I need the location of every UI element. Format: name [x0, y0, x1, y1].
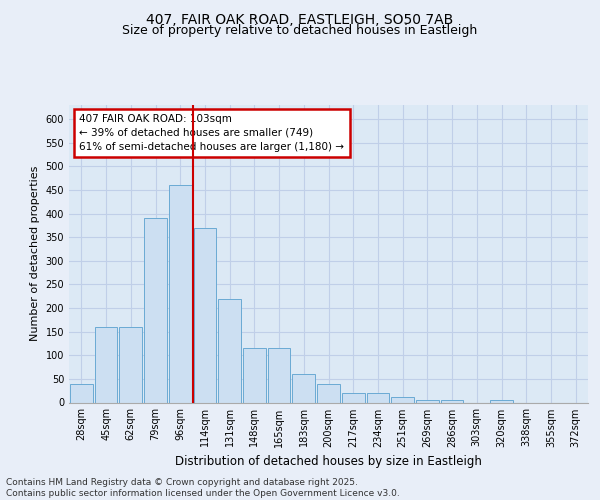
- Bar: [342, 393, 365, 402]
- Bar: [317, 384, 340, 402]
- Text: Contains HM Land Registry data © Crown copyright and database right 2025.
Contai: Contains HM Land Registry data © Crown c…: [6, 478, 400, 498]
- Bar: [268, 348, 290, 403]
- Bar: [416, 400, 439, 402]
- Bar: [441, 400, 463, 402]
- Text: 407 FAIR OAK ROAD: 103sqm
← 39% of detached houses are smaller (749)
61% of semi: 407 FAIR OAK ROAD: 103sqm ← 39% of detac…: [79, 114, 344, 152]
- Text: 407, FAIR OAK ROAD, EASTLEIGH, SO50 7AB: 407, FAIR OAK ROAD, EASTLEIGH, SO50 7AB: [146, 12, 454, 26]
- Bar: [119, 327, 142, 402]
- Bar: [70, 384, 93, 402]
- Text: Size of property relative to detached houses in Eastleigh: Size of property relative to detached ho…: [122, 24, 478, 37]
- Bar: [367, 393, 389, 402]
- Bar: [218, 298, 241, 403]
- Bar: [292, 374, 315, 402]
- Bar: [95, 327, 118, 402]
- X-axis label: Distribution of detached houses by size in Eastleigh: Distribution of detached houses by size …: [175, 455, 482, 468]
- Bar: [243, 348, 266, 403]
- Bar: [169, 186, 191, 402]
- Bar: [391, 397, 414, 402]
- Bar: [194, 228, 216, 402]
- Bar: [144, 218, 167, 402]
- Y-axis label: Number of detached properties: Number of detached properties: [30, 166, 40, 342]
- Bar: [490, 400, 513, 402]
